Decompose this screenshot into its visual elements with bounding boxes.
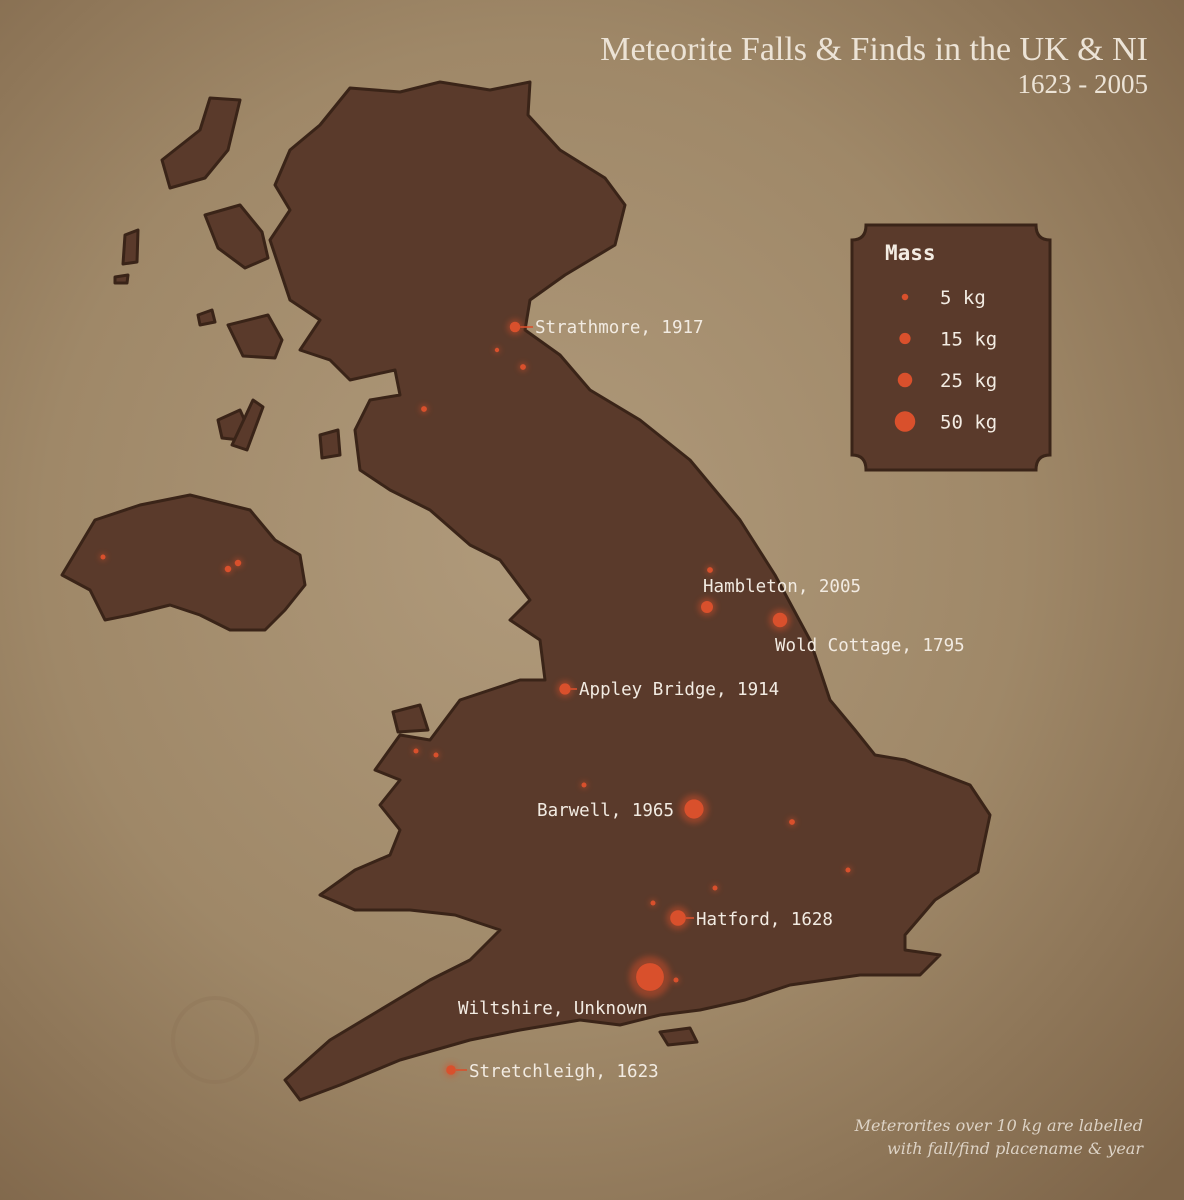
meteorite-marker-unlabelled-23 <box>673 977 679 983</box>
jura-island <box>230 398 265 452</box>
legend-label-5-kg: 5 kg <box>940 287 986 309</box>
meteorite-markers: Strathmore, 1917 Hambleton, 2005 Wold Cott… <box>99 318 965 1082</box>
meteorite-label-strathmore: Strathmore, 1917 <box>535 318 704 338</box>
legend-label-50-kg: 50 kg <box>940 412 997 434</box>
meteorite-label-stretchleigh: Stretchleigh, 1623 <box>469 1062 659 1082</box>
northern-ireland <box>60 493 307 632</box>
meteorite-marker-unlabelled-15 <box>100 554 106 560</box>
meteorite-marker-unlabelled-12 <box>421 406 427 412</box>
meteorite-marker-barwell <box>684 799 704 819</box>
meteorite-label-barwell: Barwell, 1965 <box>537 801 674 821</box>
anglesey-island <box>391 703 430 734</box>
meteorite-marker-unlabelled-18 <box>581 782 587 788</box>
meteorite-label-wold-cottage: Wold Cottage, 1795 <box>775 636 965 656</box>
meteorite-label-hambleton: Hambleton, 2005 <box>703 577 861 597</box>
landmass <box>60 80 992 1102</box>
meteorite-marker-unlabelled-21 <box>712 885 718 891</box>
coll-island <box>196 308 217 327</box>
uist-island <box>121 228 140 266</box>
meteorite-label-appley-bridge: Appley Bridge, 1914 <box>579 680 779 700</box>
coffee-stain <box>171 996 259 1084</box>
skye-island <box>226 313 284 360</box>
legend-label-25-kg: 25 kg <box>940 370 997 392</box>
meteorite-marker-unlabelled-14 <box>234 559 242 567</box>
meteorite-marker-unlabelled-10 <box>494 347 500 353</box>
meteorite-marker-unlabelled-9 <box>707 567 713 573</box>
legend-title: Mass <box>885 241 936 265</box>
legend-label-15-kg: 15 kg <box>940 329 997 351</box>
mass-legend: Mass 5 kg 15 kg 25 kg 50 kg <box>850 223 1052 472</box>
legend-items: 5 kg 15 kg 25 kg 50 kg <box>894 287 997 434</box>
orkney-islands <box>160 96 242 190</box>
lewis-island <box>203 203 270 270</box>
barra-island <box>113 273 130 285</box>
meteorite-marker-wold-cottage <box>772 612 788 628</box>
map-title: Meteorite Falls & Finds in the UK & NI <box>600 31 1148 68</box>
meteorite-marker-unlabelled-16 <box>413 748 419 754</box>
meteorite-marker-unlabelled-11 <box>520 364 526 370</box>
meteorite-marker-unlabelled-13 <box>224 565 232 573</box>
arran-island <box>318 428 342 460</box>
meteorite-label-hatford: Hatford, 1628 <box>696 910 833 930</box>
footnote-line-1: Meterorites over 10 kg are labelled <box>854 1116 1143 1135</box>
meteorite-marker-hatford <box>670 910 686 926</box>
legend-swatch-25-kg <box>897 372 913 388</box>
isle-of-wight <box>658 1026 699 1047</box>
legend-frame <box>850 223 1052 472</box>
meteorite-marker-wiltshire <box>636 963 664 991</box>
meteorite-marker-strathmore <box>509 321 521 333</box>
meteorite-label-wiltshire: Wiltshire, Unknown <box>458 999 648 1019</box>
legend-swatch-5-kg <box>901 293 909 301</box>
meteorite-marker-unlabelled-17 <box>433 752 439 758</box>
legend-swatch-15-kg <box>899 332 911 345</box>
meteorite-marker-hambleton <box>701 601 713 613</box>
meteorite-marker-unlabelled-22 <box>650 900 656 906</box>
footnote-line-2: with fall/find placename & year <box>887 1139 1144 1158</box>
meteorite-marker-unlabelled-20 <box>845 867 851 873</box>
meteorite-marker-stretchleigh <box>446 1065 456 1075</box>
meteorite-marker-unlabelled-19 <box>789 819 795 825</box>
map-subtitle: 1623 - 2005 <box>1018 69 1149 99</box>
legend-swatch-50-kg <box>894 411 916 432</box>
meteorite-marker-appley-bridge <box>559 683 571 695</box>
great-britain <box>268 80 992 1102</box>
